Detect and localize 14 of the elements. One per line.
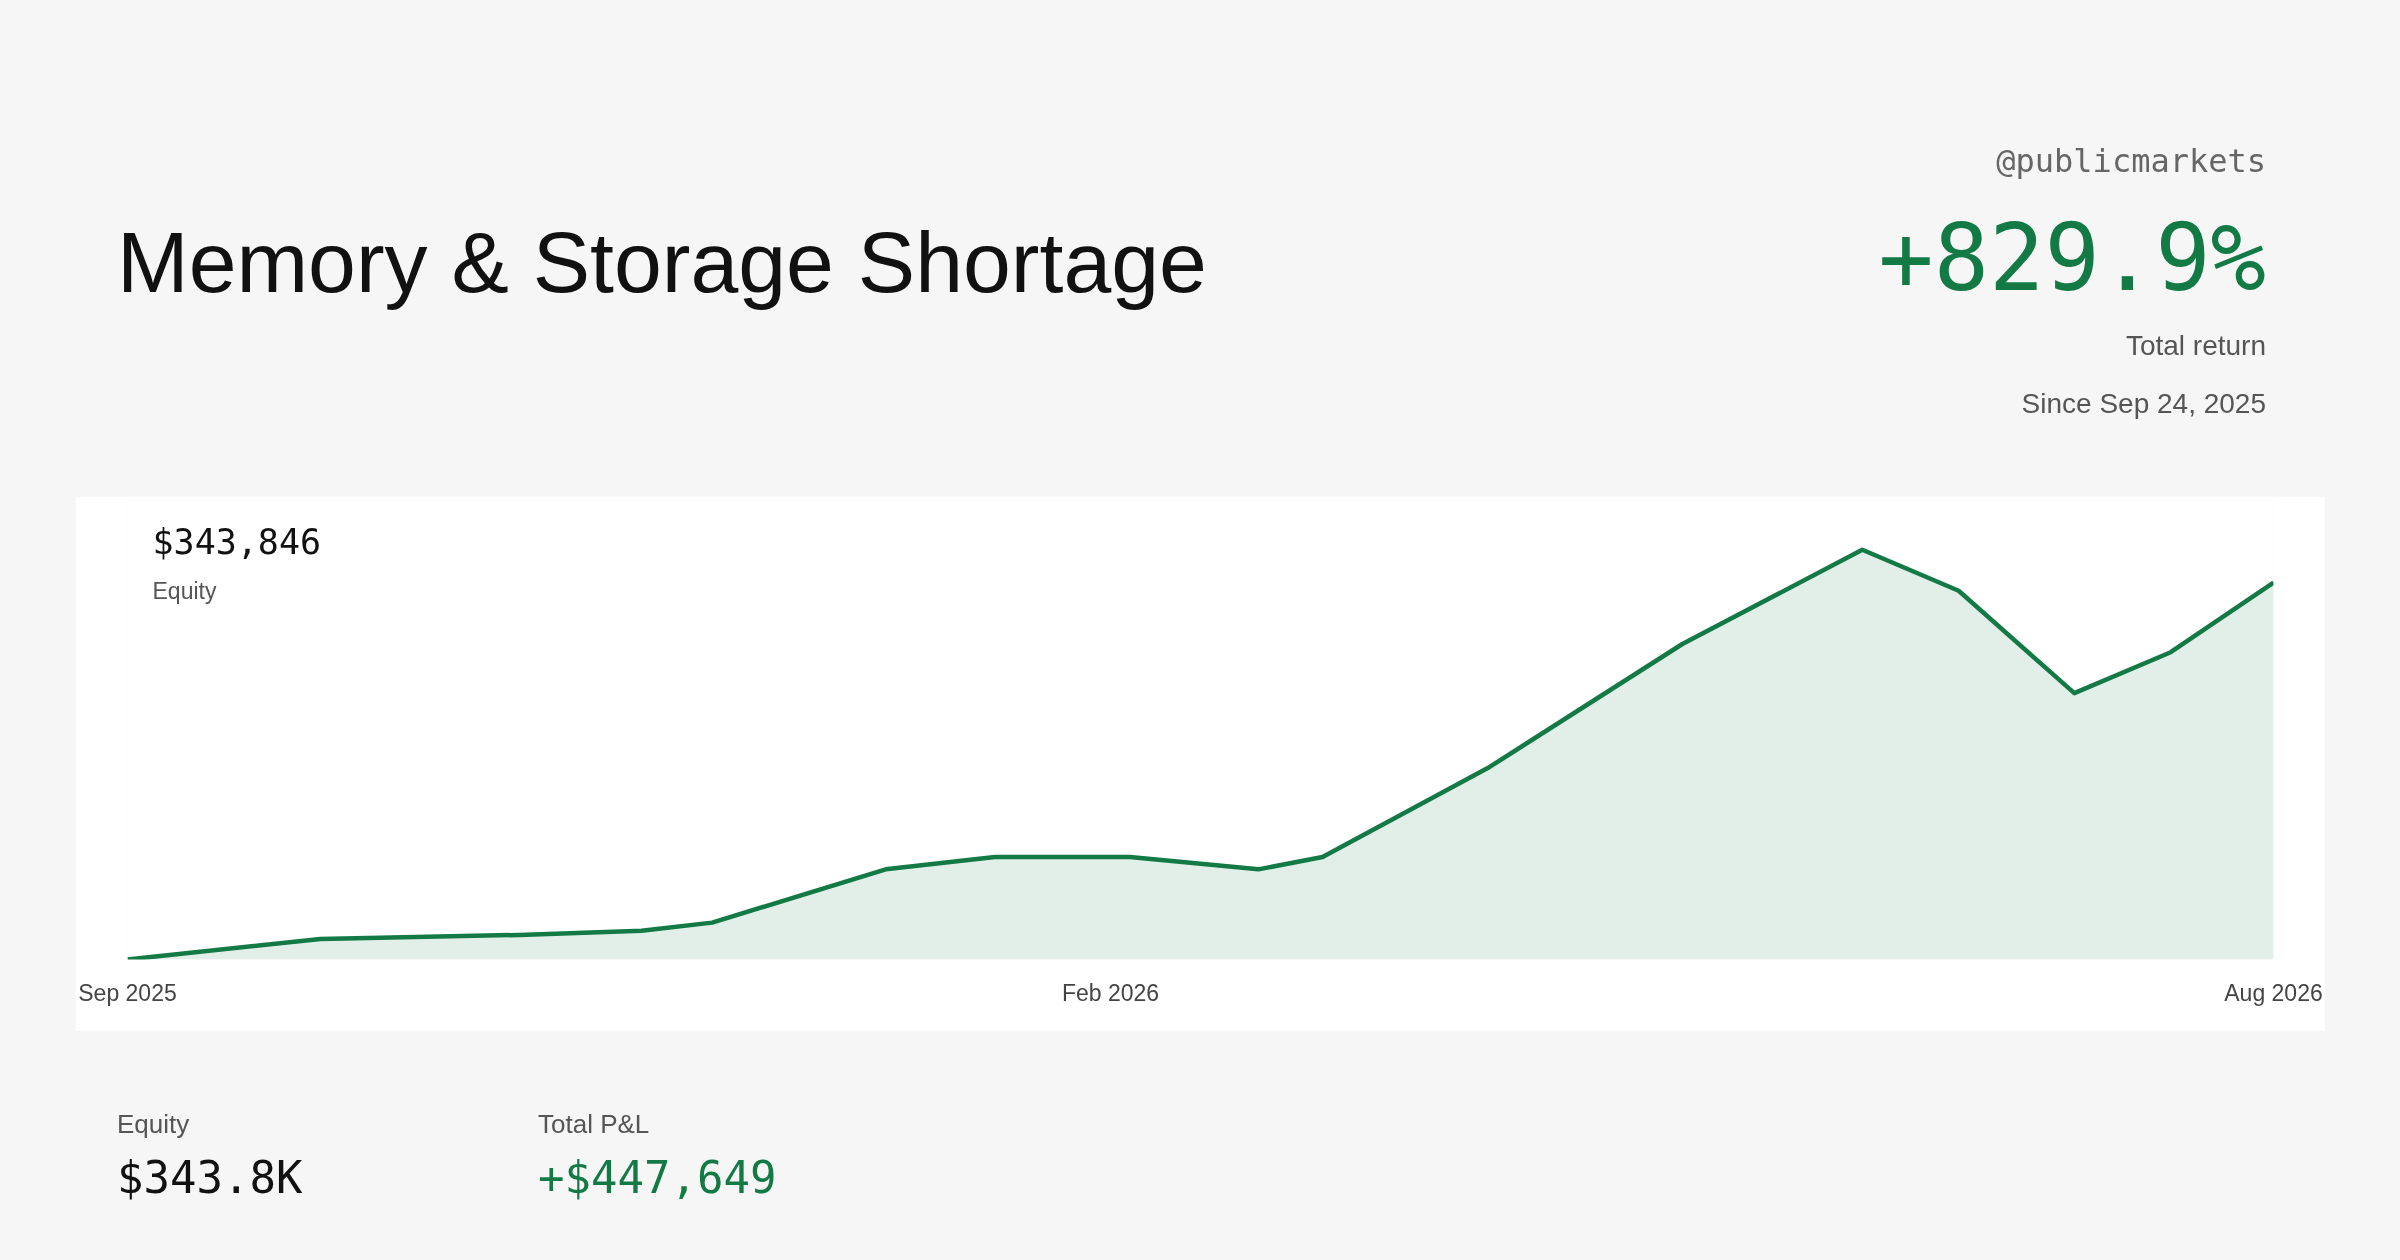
text: Since Sep 24, 2025 — [2020, 387, 2266, 422]
x-tick-label: Sep 2025 — [78, 979, 177, 1006]
text: @publicmarkets — [1995, 141, 2266, 182]
text: Total return — [2124, 329, 2266, 364]
annotation: Equity — [152, 577, 217, 604]
annotation: $343,846 — [152, 521, 322, 562]
text: +829.9% — [1877, 203, 2266, 314]
text: +$447,649 — [538, 1151, 777, 1206]
text: $343.8K — [117, 1151, 303, 1206]
x-tick-label: Feb 2026 — [1061, 979, 1160, 1006]
chart-title: Memory & Storage Shortage — [116, 213, 1207, 312]
x-tick-label: Aug 2026 — [2224, 979, 2323, 1006]
text: Total P&L — [538, 1108, 651, 1141]
text: Equity — [117, 1108, 191, 1141]
